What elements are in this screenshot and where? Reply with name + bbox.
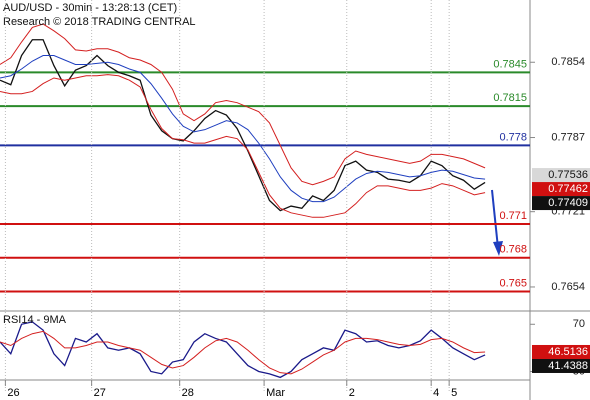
level-label: 0.7815	[493, 92, 527, 104]
level-label: 0.7845	[493, 58, 527, 70]
series-line	[0, 23, 486, 186]
x-tick-label: 5	[451, 387, 457, 399]
level-label-bg	[505, 131, 529, 144]
level-label-bg	[505, 58, 529, 71]
level-label-bg	[505, 92, 529, 105]
price-tag-label: 0.77409	[548, 197, 588, 209]
x-tick-label: Mar	[266, 387, 285, 399]
series-line	[0, 55, 486, 203]
price-tag	[532, 344, 590, 359]
price-tag-label: 0.77536	[548, 169, 588, 181]
x-tick-label: 2	[349, 387, 355, 399]
level-label: 0.771	[499, 210, 527, 222]
level-label: 0.765	[499, 277, 527, 289]
x-tick-label: 28	[182, 387, 194, 399]
x-tick-label: 26	[7, 387, 19, 399]
y-tick-label: 70	[573, 318, 585, 330]
x-tick-label: 4	[433, 387, 439, 399]
series-line	[0, 74, 486, 218]
series-line	[0, 39, 486, 212]
price-tag-label: 41.4388	[548, 360, 588, 372]
price-tag-label: 46.5136	[548, 346, 588, 358]
price-tag	[532, 358, 590, 373]
price-tag	[532, 182, 590, 197]
price-tag-label: 0.77462	[548, 183, 588, 195]
price-tag	[532, 196, 590, 211]
price-tag	[532, 168, 590, 183]
series-line	[0, 321, 486, 379]
level-label-bg	[505, 210, 529, 223]
level-label-bg	[505, 277, 529, 290]
level-label-bg	[505, 243, 529, 256]
y-tick-label: 0.7787	[551, 131, 585, 143]
forecast-arrow-head	[493, 241, 503, 256]
level-label: 0.768	[499, 244, 527, 256]
chart-title: RSI14 - 9MA	[3, 314, 67, 326]
x-tick-label: 27	[94, 387, 106, 399]
chart-title: AUD/USD - 30min - 13:28:13 (CET)	[3, 2, 177, 14]
series-line	[0, 330, 486, 375]
chart-subtitle: Research © 2018 TRADING CENTRAL	[3, 16, 196, 28]
y-tick-label: 0.7854	[551, 56, 585, 68]
y-tick-label: 0.7654	[551, 281, 585, 293]
forecast-arrow	[491, 189, 499, 249]
level-label: 0.778	[499, 131, 527, 143]
